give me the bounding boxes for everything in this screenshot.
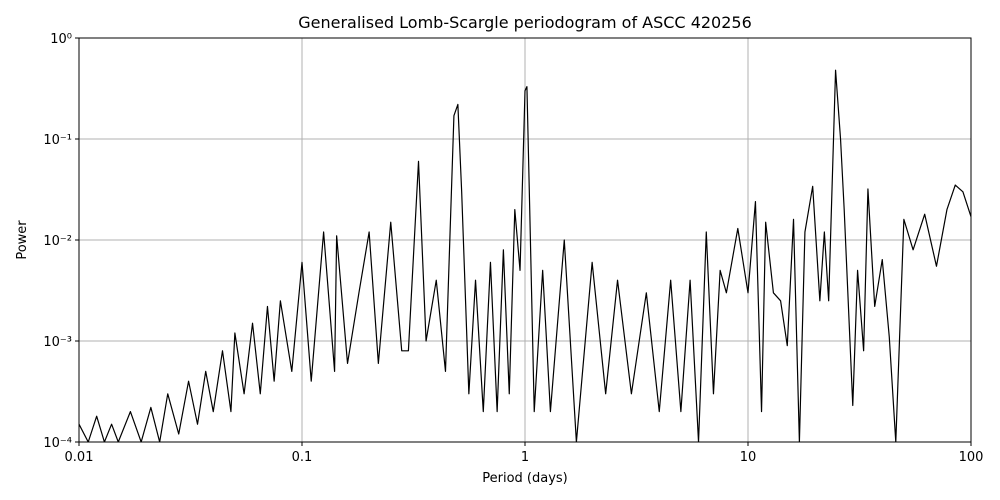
x-tick-label: 100 [959, 450, 984, 465]
plot-area [79, 69, 971, 442]
y-tick-label: 10⁻¹ [43, 133, 72, 148]
y-tick-label: 10⁰ [50, 32, 72, 47]
y-tick-label: 10⁻³ [43, 335, 72, 350]
y-tick-label: 10⁻² [43, 234, 72, 249]
x-tick-label: 1 [521, 450, 529, 465]
x-tick-label: 0.01 [65, 450, 94, 465]
x-tick-label: 10 [740, 450, 757, 465]
x-axis-label: Period (days) [482, 471, 568, 486]
ticks: 0.01 0.1 1 10 100 10⁻⁴ 10⁻³ 10⁻² 10⁻¹ 10⁰ [43, 32, 983, 465]
x-tick-label: 0.1 [292, 450, 313, 465]
series-line [79, 69, 971, 442]
y-axis-label: Power [15, 220, 30, 260]
chart-title: Generalised Lomb-Scargle periodogram of … [298, 13, 752, 32]
y-tick-label: 10⁻⁴ [43, 436, 72, 451]
